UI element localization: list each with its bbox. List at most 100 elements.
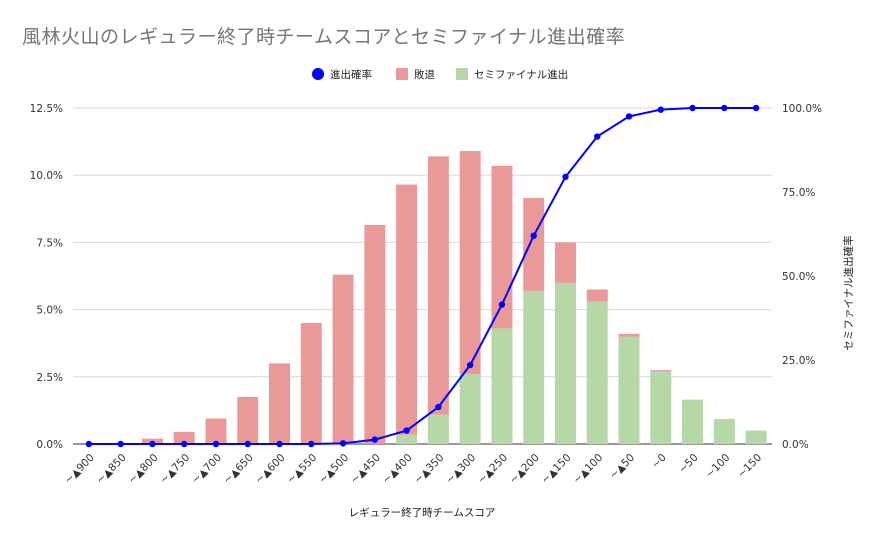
x-tick-label: ~▲350: [412, 452, 447, 487]
x-tick-label: ~▲100: [571, 452, 606, 487]
y-axis-left: 0.0% 2.5% 5.0% 7.5% 10.0% 12.5%: [30, 103, 63, 451]
y2-axis-title: セミファイナル進出確率: [842, 235, 855, 350]
x-tick-label: ~▲50: [607, 452, 637, 482]
legend-label: セミファイナル進出: [474, 68, 568, 81]
x-tick-label: ~▲650: [221, 452, 256, 487]
line-point: [117, 440, 124, 448]
line-point: [244, 440, 251, 448]
line-advance-rate: [88, 107, 757, 445]
line-point: [308, 440, 315, 448]
bar-semifinal: [491, 328, 513, 444]
y-axis-right: 0.0% 25.0% 50.0% 75.0% 100.0%: [782, 103, 822, 451]
x-tick-label: ~▲800: [126, 452, 161, 487]
x-tick-label: ~▲450: [348, 452, 383, 487]
x-axis-title: レギュラー終了時チームスコア: [349, 506, 496, 519]
y-tick-label: 10.0%: [30, 170, 63, 182]
x-tick-label: ~100: [704, 452, 733, 481]
x-tick-label: ~▲750: [158, 452, 193, 487]
line-point: [466, 361, 474, 369]
x-tick-label: ~▲250: [475, 452, 510, 487]
bar-semifinal: [459, 374, 481, 444]
bar-eliminated: [205, 418, 227, 444]
bar-semifinal: [554, 282, 576, 444]
x-tick-label: ~▲600: [253, 452, 288, 487]
x-tick-label: ~▲850: [94, 452, 129, 487]
y2-tick-label: 50.0%: [782, 271, 815, 283]
bar-eliminated: [364, 224, 386, 444]
legend-marker: [396, 68, 408, 80]
bar-eliminated: [300, 323, 322, 444]
line-point: [339, 440, 347, 447]
legend: 進出確率 敗退 セミファイナル進出: [312, 68, 568, 81]
y2-tick-label: 25.0%: [782, 355, 815, 367]
y-tick-label: 12.5%: [30, 103, 63, 115]
line-point: [594, 133, 601, 140]
x-tick-label: ~▲400: [380, 452, 415, 487]
legend-label: 進出確率: [330, 68, 372, 81]
line-point: [212, 440, 220, 448]
y2-tick-label: 75.0%: [782, 187, 815, 199]
y2-tick-label: 0.0%: [782, 439, 809, 451]
x-tick-label: ~▲550: [285, 452, 320, 487]
line-point: [276, 440, 283, 448]
x-tick-label: ~▲700: [190, 452, 225, 487]
bar-eliminated: [586, 289, 608, 302]
bar-semifinal: [396, 434, 418, 444]
bar-eliminated: [523, 198, 545, 291]
bar-semifinal: [682, 399, 704, 444]
x-tick-label: ~▲500: [317, 452, 352, 487]
line-point: [371, 436, 379, 443]
bar-series: [141, 151, 767, 444]
bar-eliminated: [396, 184, 418, 435]
bar-semifinal: [523, 290, 545, 444]
legend-marker: [312, 68, 324, 80]
bar-semifinal: [586, 301, 608, 444]
line-point: [435, 403, 442, 411]
bar-eliminated: [618, 333, 640, 337]
line-point: [562, 173, 569, 181]
line-point: [403, 427, 410, 434]
bar-semifinal: [745, 430, 767, 444]
legend-marker: [456, 68, 468, 80]
line-series: [85, 104, 760, 448]
bar-eliminated: [650, 370, 672, 372]
bar-semifinal: [713, 419, 735, 444]
line-point: [181, 440, 188, 448]
chart-title: 風林火山のレギュラー終了時チームスコアとセミファイナル進出確率: [22, 26, 626, 48]
line-point: [625, 113, 633, 120]
line-point: [689, 104, 696, 112]
bar-eliminated: [269, 363, 291, 444]
line-point: [530, 232, 537, 239]
bar-eliminated: [427, 156, 449, 415]
line-point: [85, 440, 93, 448]
x-axis: ~▲900~▲850~▲800~▲750~▲700~▲650~▲600~▲550…: [62, 452, 764, 487]
bar-eliminated: [332, 274, 354, 444]
x-tick-label: ~▲150: [539, 452, 574, 487]
y2-tick-label: 100.0%: [782, 103, 822, 115]
bar-semifinal: [650, 371, 672, 444]
bar-eliminated: [173, 431, 195, 444]
x-tick-label: ~50: [677, 452, 701, 476]
line-point: [657, 106, 664, 113]
line-point: [498, 301, 506, 308]
y-tick-label: 2.5%: [36, 372, 63, 384]
x-tick-label: ~150: [735, 452, 764, 481]
line-point: [752, 104, 760, 112]
line-point: [149, 440, 156, 448]
legend-label: 敗退: [414, 68, 435, 81]
bar-eliminated: [554, 242, 576, 283]
bar-eliminated: [459, 151, 481, 375]
bar-eliminated: [237, 396, 259, 444]
y-tick-label: 7.5%: [36, 237, 63, 249]
bar-semifinal: [427, 414, 449, 444]
y-tick-label: 5.0%: [36, 305, 63, 317]
x-tick-label: ~▲200: [507, 452, 542, 487]
line-point: [721, 104, 728, 112]
x-tick-label: ~▲300: [444, 452, 479, 487]
bar-eliminated: [491, 165, 513, 329]
y-tick-label: 0.0%: [36, 439, 63, 451]
x-tick-label: ~▲900: [62, 452, 97, 487]
x-tick-label: ~0: [649, 452, 668, 471]
bar-semifinal: [618, 336, 640, 444]
